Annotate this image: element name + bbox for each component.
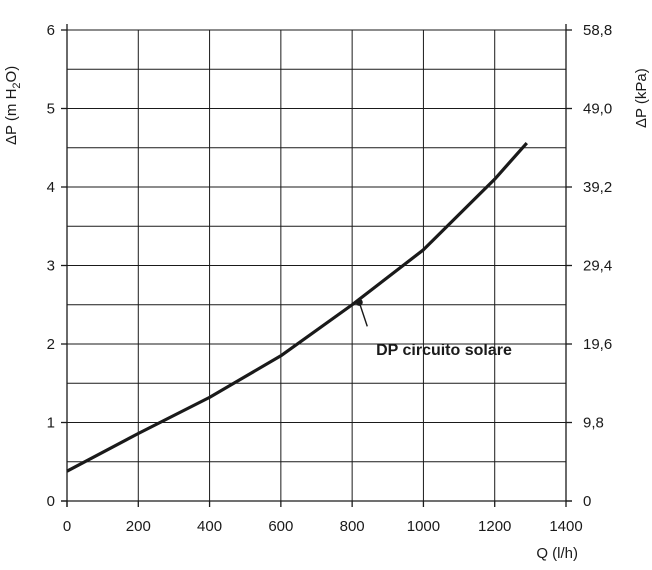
x-tick-label: 0 <box>63 518 71 535</box>
y-tick-label-right: 49,0 <box>583 101 612 118</box>
y-tick-label-left: 3 <box>47 258 55 275</box>
y-tick-label-left: 2 <box>47 336 55 353</box>
y-tick-label-right: 29,4 <box>583 258 612 275</box>
annotation-leader-line <box>358 302 368 327</box>
x-tick-label: 400 <box>197 518 222 535</box>
y-tick-label-right: 39,2 <box>583 179 612 196</box>
y-tick-label-right: 58,8 <box>583 22 612 39</box>
y-tick-label-left: 5 <box>47 101 55 118</box>
y-tick-label-right: 19,6 <box>583 336 612 353</box>
x-axis-title: Q (l/h) <box>536 545 578 562</box>
y-axis-left-title: ΔP (m H2O) <box>3 66 23 145</box>
series <box>66 141 528 473</box>
y-tick-label-right: 9,8 <box>583 415 604 432</box>
x-tick-label: 200 <box>126 518 151 535</box>
grid <box>67 29 566 501</box>
y-tick-label-left: 4 <box>47 179 55 196</box>
y-tick-label-right: 0 <box>583 493 591 510</box>
x-tick-label: 1400 <box>549 518 582 535</box>
x-tick-label: 800 <box>340 518 365 535</box>
annotation-marker <box>355 298 363 306</box>
annotation: DP circuito solare <box>355 298 512 359</box>
y-tick-label-left: 6 <box>47 22 55 39</box>
y-tick-label-left: 1 <box>47 415 55 432</box>
y-axis-right-title: ΔP (kPa) <box>633 68 650 128</box>
series-line <box>66 141 528 473</box>
annotation-label: DP circuito solare <box>376 342 512 359</box>
tick-labels: 0 1 2 3 4 5 6 0 9,8 19,6 29,4 39,2 49,0 58,8 0 200 400 60… <box>47 22 613 535</box>
x-tick-label: 1200 <box>478 518 511 535</box>
x-tick-label: 600 <box>268 518 293 535</box>
axes <box>61 24 572 507</box>
x-tick-label: 1000 <box>407 518 440 535</box>
y-tick-label-left: 0 <box>47 493 55 510</box>
